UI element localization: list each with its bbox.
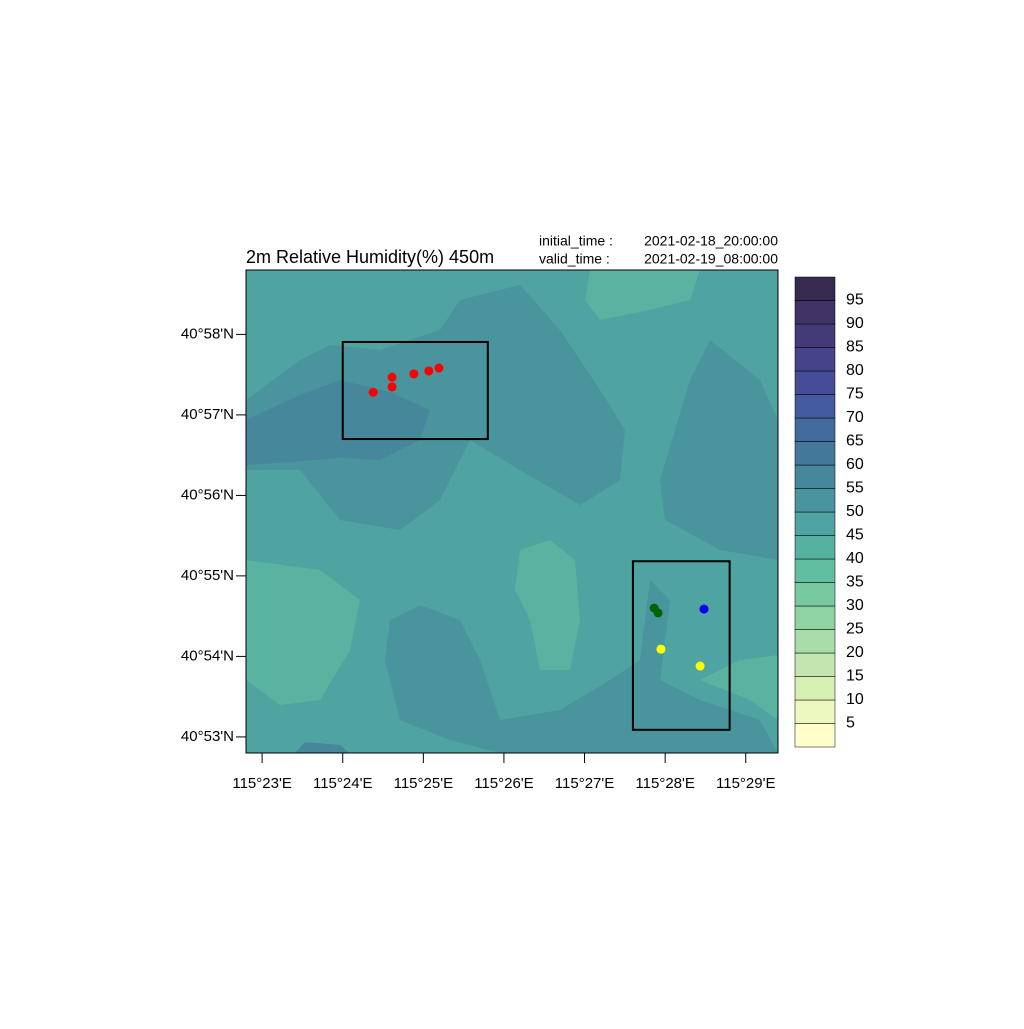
contour-band <box>700 655 778 720</box>
colorbar-box <box>794 723 836 748</box>
colorbar-box <box>794 300 836 325</box>
colorbar-label: 80 <box>846 362 864 379</box>
map-frame <box>245 269 779 754</box>
colorbar-label: 10 <box>846 691 864 708</box>
colorbar-label: 15 <box>846 668 864 685</box>
colorbar-box <box>794 370 836 395</box>
colorbar-label: 40 <box>846 550 864 567</box>
station-point <box>653 608 663 618</box>
colorbar-label: 30 <box>846 597 864 614</box>
contour-band <box>246 560 360 705</box>
colorbar-box <box>794 605 836 630</box>
colorbar-label: 65 <box>846 433 864 450</box>
colorbar-box <box>794 699 836 724</box>
x-tick-label: 115°24'E <box>313 775 372 792</box>
colorbar-box <box>794 464 836 489</box>
colorbar-label: 70 <box>846 409 864 426</box>
region-box <box>631 560 731 731</box>
colorbar-label: 35 <box>846 574 864 591</box>
initial-time-value: 2021-02-18_20:00:00 <box>644 233 778 249</box>
contour-band <box>246 285 625 530</box>
colorbar-box <box>794 535 836 560</box>
station-point <box>695 661 705 671</box>
x-tick-label: 115°25'E <box>394 775 453 792</box>
colorbar-label: 25 <box>846 621 864 638</box>
colorbar-label: 5 <box>846 715 855 732</box>
valid-time-label: valid_time : <box>539 251 610 267</box>
contour-band <box>246 380 430 465</box>
station-point <box>409 369 419 379</box>
colorbar-box <box>794 652 836 677</box>
initial-time-label: initial_time : <box>539 233 613 249</box>
colorbar-box <box>794 417 836 442</box>
colorbar-label: 55 <box>846 480 864 497</box>
station-point <box>424 366 434 376</box>
region-box <box>341 340 489 441</box>
contour-band <box>295 742 350 753</box>
station-point <box>434 363 444 373</box>
contour-band <box>585 270 700 320</box>
colorbar-box <box>794 323 836 348</box>
contour-band <box>660 340 778 560</box>
contour-band <box>515 540 580 670</box>
contour-field <box>246 270 778 753</box>
colorbar-label: 95 <box>846 292 864 309</box>
x-tick-label: 115°23'E <box>232 775 291 792</box>
y-tick-label: 40°53'N <box>181 728 234 745</box>
colorbar-box <box>794 511 836 536</box>
colorbar-box <box>794 276 836 301</box>
colorbar-box <box>794 676 836 701</box>
colorbar-label: 60 <box>846 456 864 473</box>
colorbar-label: 20 <box>846 644 864 661</box>
colorbar-label: 75 <box>846 386 864 403</box>
colorbar-label: 90 <box>846 315 864 332</box>
station-point <box>656 644 666 654</box>
colorbar-label: 50 <box>846 503 864 520</box>
contour-band <box>385 580 778 753</box>
colorbar-box <box>794 582 836 607</box>
colorbar-box <box>794 347 836 372</box>
y-tick-label: 40°57'N <box>181 406 234 423</box>
colorbar-box <box>794 558 836 583</box>
colorbar-box <box>794 394 836 419</box>
station-point <box>387 372 397 382</box>
y-tick-label: 40°55'N <box>181 567 234 584</box>
x-tick-label: 115°26'E <box>474 775 533 792</box>
y-tick-label: 40°58'N <box>181 325 234 342</box>
station-point <box>387 382 397 392</box>
y-tick-label: 40°54'N <box>181 647 234 664</box>
colorbar-label: 85 <box>846 339 864 356</box>
colorbar-box <box>794 629 836 654</box>
chart-title: 2m Relative Humidity(%) 450m <box>246 247 494 267</box>
colorbar-box <box>794 441 836 466</box>
x-tick-label: 115°29'E <box>716 775 775 792</box>
colorbar-label: 45 <box>846 527 864 544</box>
y-tick-label: 40°56'N <box>181 486 234 503</box>
x-tick-label: 115°27'E <box>555 775 614 792</box>
colorbar-box <box>794 488 836 513</box>
station-point <box>368 387 378 397</box>
x-tick-label: 115°28'E <box>635 775 694 792</box>
valid-time-value: 2021-02-19_08:00:00 <box>644 251 778 267</box>
station-point <box>699 604 709 614</box>
